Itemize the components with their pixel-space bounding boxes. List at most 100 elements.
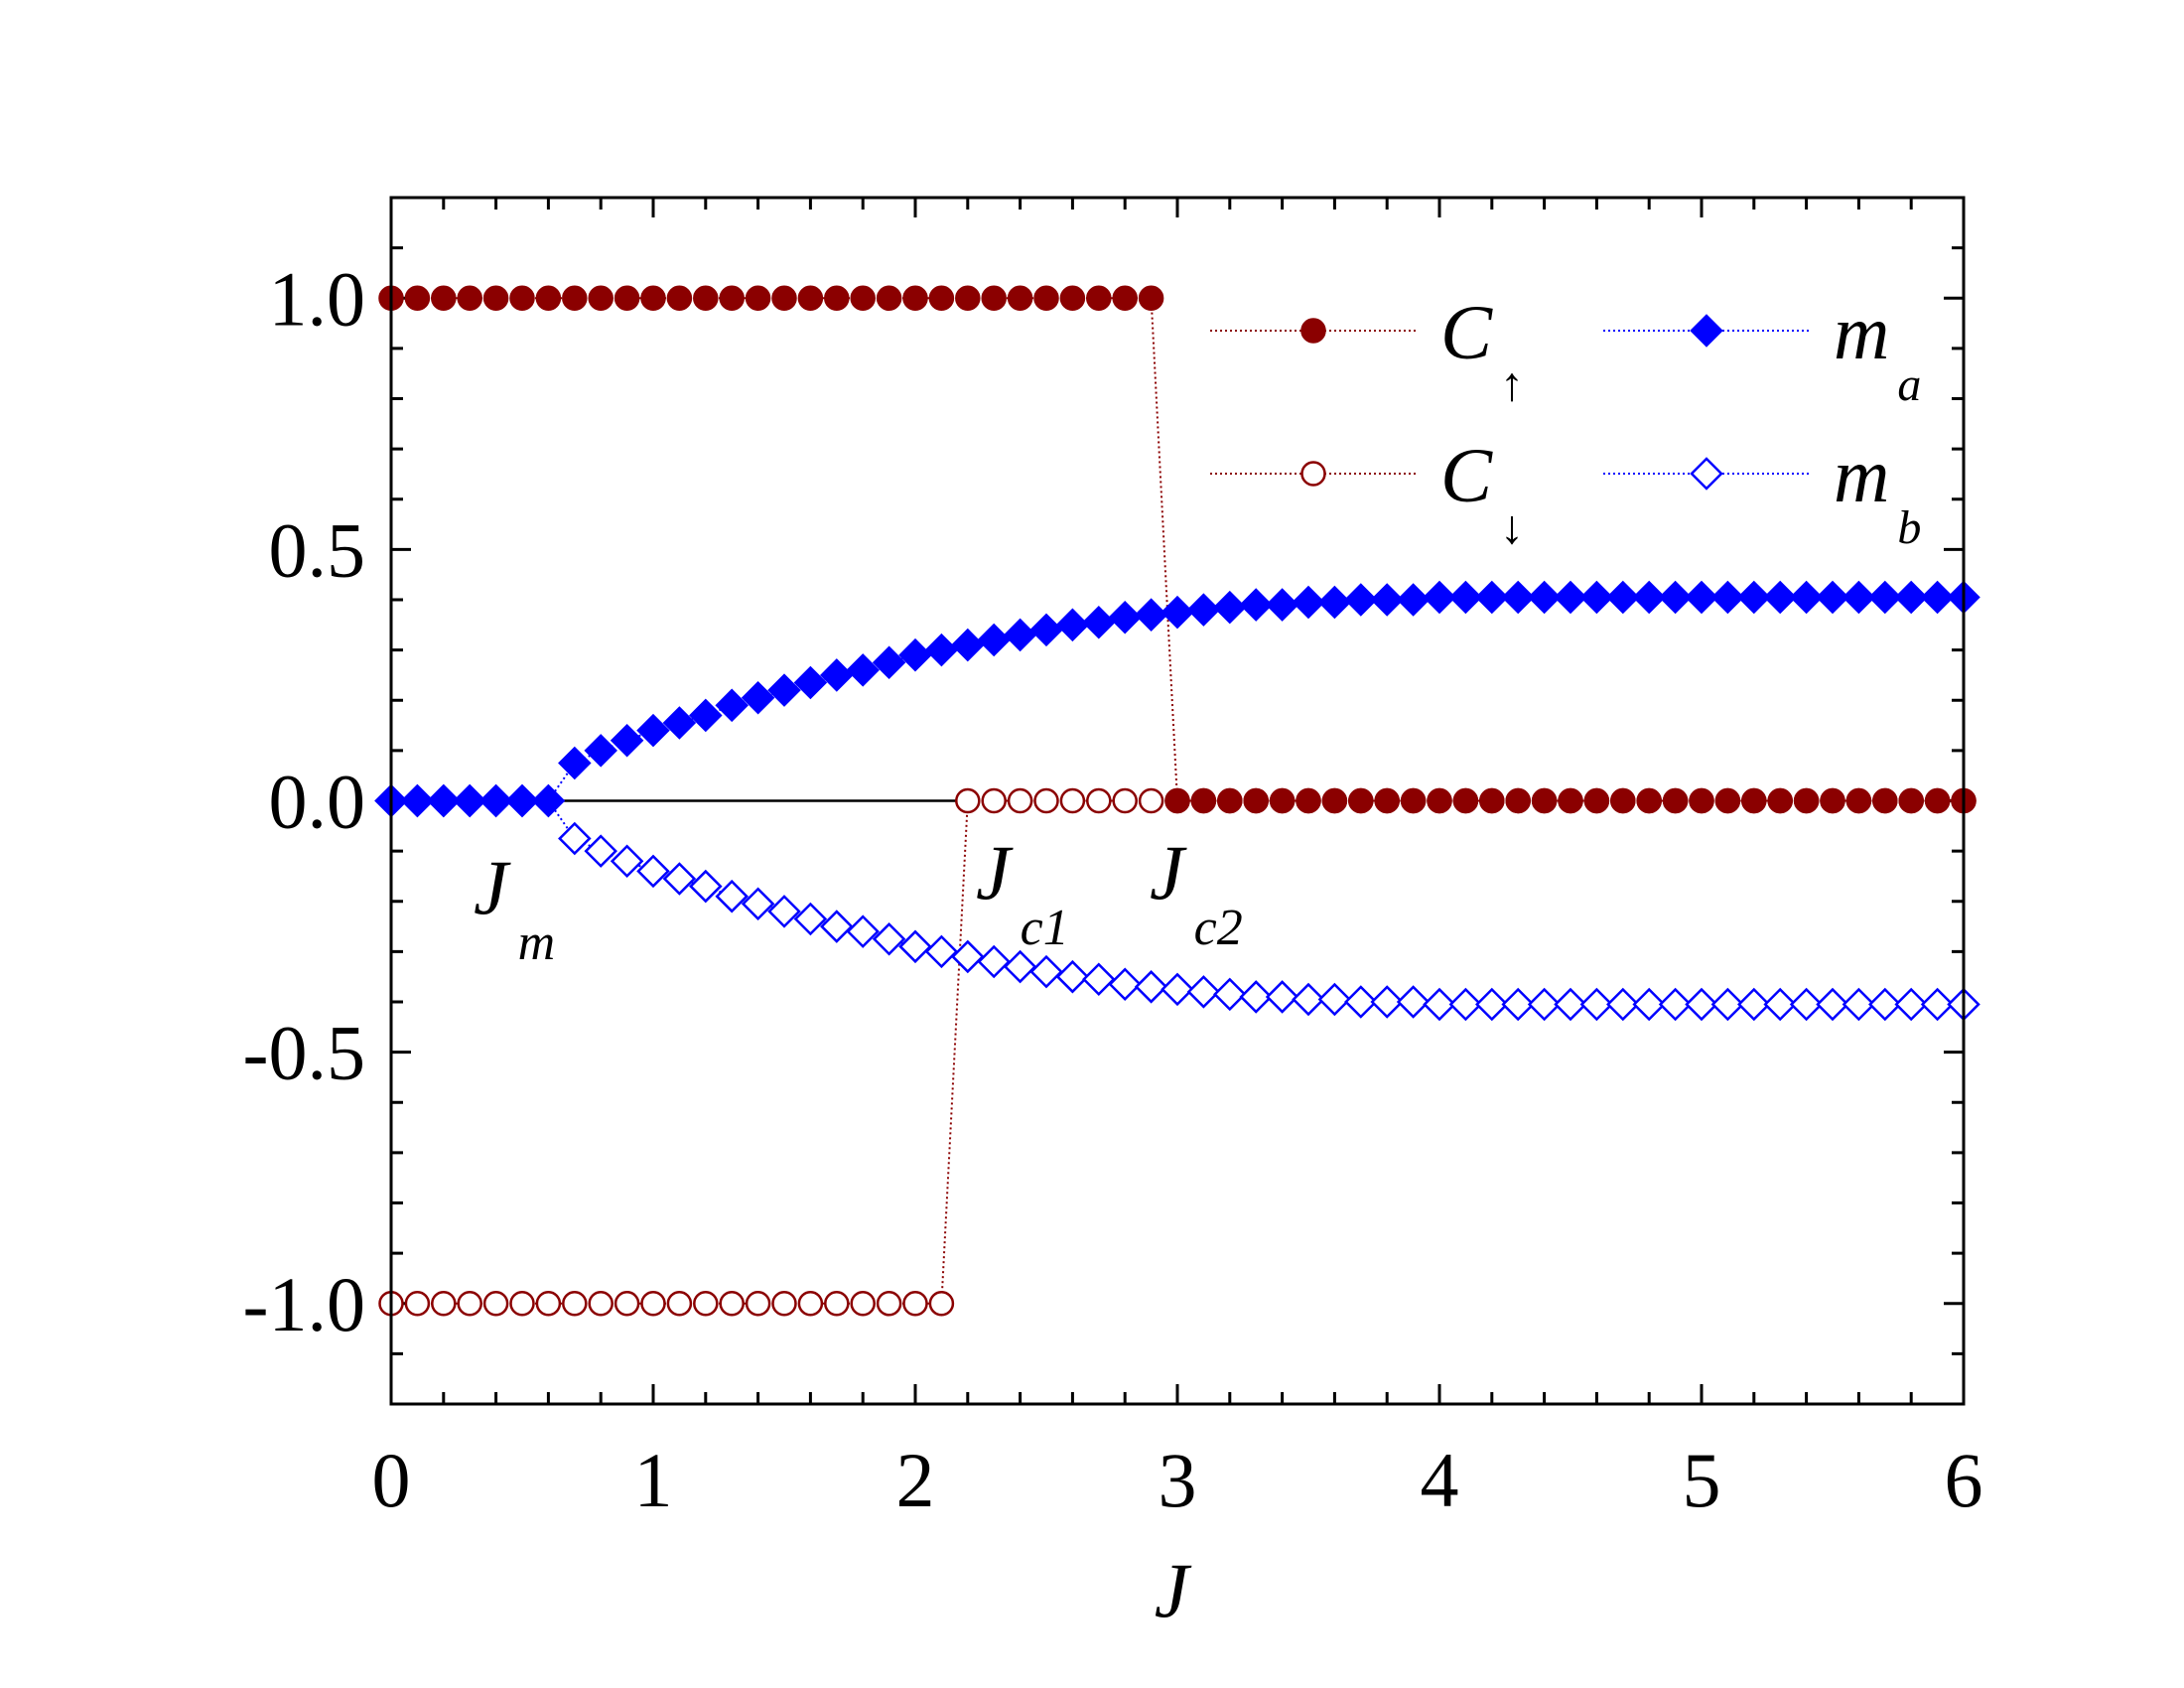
data-point — [531, 783, 566, 818]
data-point — [1112, 787, 1138, 814]
data-point — [745, 285, 771, 311]
data-point — [771, 1291, 797, 1317]
data-point — [1138, 787, 1164, 814]
data-point — [1033, 285, 1059, 311]
data-point — [951, 628, 985, 662]
data-point — [1710, 580, 1745, 615]
data-point — [1003, 618, 1037, 652]
data-point — [404, 285, 431, 311]
x-axis-label: J — [1155, 1547, 1192, 1633]
data-point — [1029, 954, 1063, 989]
legend-subscript: ↓ — [1500, 501, 1524, 554]
data-point — [850, 285, 876, 311]
data-point — [1501, 580, 1535, 615]
data-point — [505, 783, 539, 818]
data-point — [1920, 580, 1955, 615]
data-point — [951, 939, 985, 974]
data-point — [666, 285, 693, 311]
data-point — [1685, 987, 1718, 1022]
data-point — [1868, 987, 1902, 1022]
data-point — [1265, 980, 1299, 1014]
data-point — [636, 854, 670, 889]
data-point — [981, 787, 1007, 814]
data-point — [1894, 580, 1928, 615]
plot-frame — [389, 196, 1966, 1406]
data-point — [1108, 600, 1142, 634]
data-point — [977, 944, 1011, 979]
data-point — [928, 1291, 955, 1317]
data-point — [558, 821, 592, 856]
data-point — [1763, 987, 1797, 1022]
data-point — [614, 1291, 640, 1317]
data-point — [1820, 787, 1845, 814]
data-point — [1055, 959, 1090, 994]
data-point — [1845, 787, 1872, 814]
data-point — [924, 633, 959, 667]
data-point — [898, 929, 932, 964]
data-point — [797, 1291, 824, 1317]
legend-name: C — [1440, 432, 1493, 518]
data-point — [457, 1291, 482, 1317]
data-point — [535, 1291, 562, 1317]
data-point — [1400, 787, 1427, 814]
data-point — [666, 1291, 693, 1317]
data-point — [1606, 987, 1640, 1022]
data-point — [1505, 787, 1531, 814]
data-point — [1558, 787, 1583, 814]
data-point — [1134, 598, 1168, 632]
data-point — [614, 285, 640, 311]
data-point — [1059, 787, 1086, 814]
data-point — [1082, 606, 1116, 639]
data-point — [1793, 787, 1820, 814]
legend-marker — [1690, 457, 1723, 491]
data-point — [1475, 987, 1509, 1022]
x-tick-label: 4 — [1421, 1437, 1459, 1523]
data-point — [1737, 987, 1771, 1022]
data-point — [693, 1291, 719, 1317]
data-point — [640, 285, 666, 311]
data-point — [846, 653, 880, 687]
annotation-subscript: m — [518, 914, 556, 971]
data-point — [824, 1291, 850, 1317]
data-point — [1239, 588, 1273, 622]
data-point — [1789, 580, 1824, 615]
data-point — [1632, 987, 1666, 1022]
data-point — [588, 1291, 614, 1317]
data-point — [1344, 985, 1378, 1019]
data-point — [1112, 285, 1138, 311]
data-point — [981, 285, 1007, 311]
data-point — [1292, 982, 1325, 1017]
data-point — [509, 1291, 535, 1317]
legend-marker — [1690, 314, 1723, 348]
data-point — [924, 934, 959, 969]
data-point — [1448, 580, 1483, 615]
data-point — [1370, 985, 1404, 1019]
data-point — [1108, 967, 1142, 1002]
x-tick-label: 1 — [634, 1437, 673, 1523]
data-point — [640, 1291, 666, 1317]
data-point — [1872, 787, 1898, 814]
x-tick-label: 6 — [1945, 1437, 1983, 1523]
data-point — [1452, 787, 1479, 814]
data-point — [1186, 975, 1221, 1009]
data-point — [1086, 787, 1112, 814]
data-point — [1737, 580, 1771, 615]
data-point — [562, 285, 588, 311]
data-point — [872, 921, 906, 956]
legend-label: ma — [1834, 289, 1921, 411]
data-point — [793, 902, 828, 936]
data-point — [588, 285, 614, 311]
data-point — [1898, 787, 1924, 814]
y-tick-label: 0.5 — [269, 506, 366, 593]
data-point — [482, 1291, 509, 1317]
data-point — [1531, 787, 1558, 814]
data-point — [1217, 787, 1243, 814]
data-point — [431, 1291, 457, 1317]
data-point — [1317, 982, 1352, 1017]
data-point — [1190, 787, 1217, 814]
data-point — [1842, 580, 1876, 615]
data-point — [824, 285, 850, 311]
data-point — [1610, 787, 1636, 814]
data-point — [902, 1291, 928, 1317]
data-point — [876, 1291, 902, 1317]
